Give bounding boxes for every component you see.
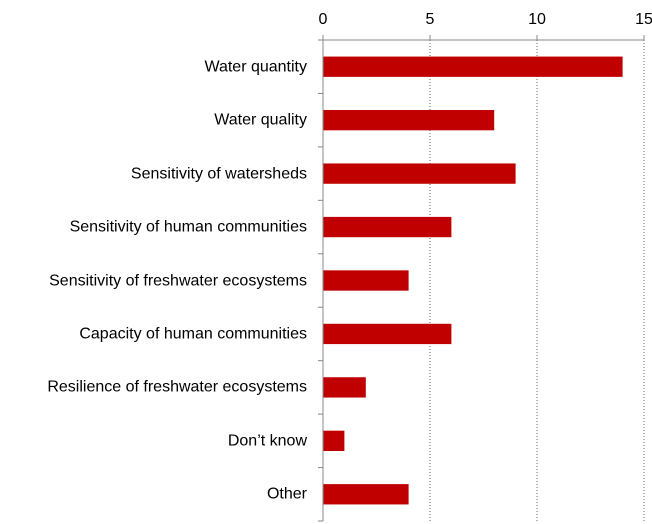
y-tick-label: Capacity of human communities <box>79 325 307 343</box>
y-tick-label: Water quantity <box>204 58 307 76</box>
bar <box>323 163 516 184</box>
bar <box>323 484 409 505</box>
x-tick-label: 10 <box>528 11 546 28</box>
bar <box>323 216 452 238</box>
y-tick-label: Water quality <box>214 111 307 129</box>
bar <box>323 110 495 131</box>
x-tick-label: 5 <box>426 11 435 28</box>
bar <box>323 56 623 77</box>
y-tick-label: Resilience of freshwater ecosystems <box>47 378 307 396</box>
y-tick-label: Don’t know <box>227 432 307 450</box>
y-tick-label: Sensitivity of freshwater ecosystems <box>49 272 307 289</box>
bar <box>323 323 452 345</box>
bar <box>323 270 409 291</box>
bar <box>323 377 366 398</box>
x-tick-label: 0 <box>319 11 328 28</box>
y-tick-label: Sensitivity of human communities <box>69 218 307 236</box>
bar <box>323 430 345 451</box>
x-tick-label: 15 <box>635 11 652 28</box>
y-tick-label: Other <box>266 485 307 503</box>
y-tick-label: Sensitivity of watersheds <box>130 165 307 183</box>
